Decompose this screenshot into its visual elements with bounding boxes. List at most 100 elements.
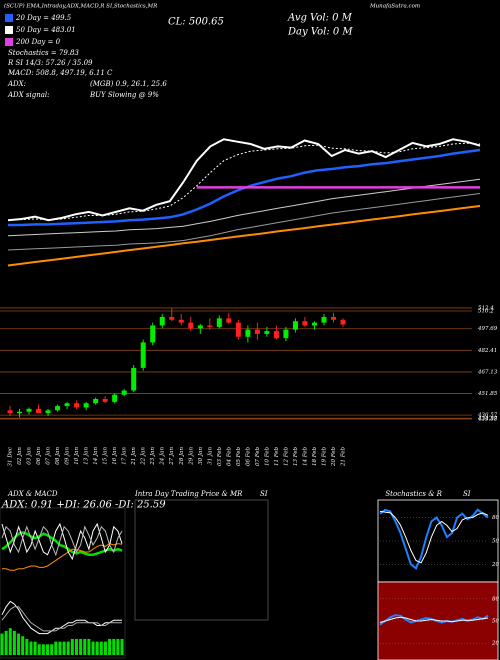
panel-title: SI (463, 490, 471, 498)
y-tick-label: 80 (492, 515, 499, 521)
hist-bar (0, 633, 4, 655)
candle-body (188, 322, 194, 329)
hist-bar (4, 630, 8, 655)
x-tick-label: 06 Jan (36, 447, 42, 465)
x-tick-label: 11 Feb (274, 447, 280, 467)
hist-bar (74, 638, 78, 655)
candle-body (197, 325, 203, 329)
hist-bar (95, 641, 99, 655)
info: R SI 14/3: 57.26 / 35.09 (7, 59, 93, 67)
hist-bar (120, 638, 124, 655)
series-line (7, 205, 481, 267)
x-tick-label: 14 Jan (93, 447, 99, 465)
hist-bar (79, 638, 83, 655)
info: (MGB) 0.9, 26.1, 25.6 (90, 80, 167, 88)
site: MunafaSutra.com (369, 4, 420, 10)
x-tick-label: 14 Feb (302, 447, 308, 467)
x-tick-label: 24 Jan (160, 447, 166, 466)
y-tick-label: 80 (492, 596, 499, 602)
x-tick-label: 07 Feb (255, 447, 261, 467)
candle-body (226, 318, 232, 323)
x-tick-label: 12 Feb (283, 447, 289, 467)
y-tick-label: 434.37 (477, 416, 498, 422)
hist-bar (91, 641, 95, 655)
hist-bar (50, 644, 54, 655)
x-tick-label: 07 Jan (46, 447, 52, 465)
candle-body (102, 398, 108, 402)
hist-bar (103, 641, 107, 655)
candle-body (7, 410, 13, 414)
candle-body (55, 406, 61, 411)
candle-body (207, 325, 213, 327)
candle-body (216, 318, 222, 327)
legend-swatch (5, 26, 13, 34)
panel-title: Intra Day Trading Price & MR (134, 490, 243, 498)
x-tick-label: 22 Jan (141, 447, 147, 466)
candle-body (169, 316, 175, 320)
y-tick-label: 50 (492, 619, 499, 625)
series-line (7, 193, 481, 251)
candle-body (283, 329, 289, 339)
series-line (2, 543, 123, 571)
top-line: (SCUP) EMA,Intraday,ADX,MACD,R SI,Stocha… (4, 3, 157, 10)
x-tick-label: 31 Dec (8, 447, 14, 467)
hist-bar (54, 641, 58, 655)
y-tick-label: 50 (492, 539, 499, 545)
candle-body (273, 331, 279, 339)
series-line (1, 522, 123, 561)
hist-bar (70, 638, 74, 655)
close-price: CL: 500.65 (168, 17, 224, 28)
x-tick-label: 28 Jan (179, 447, 185, 466)
series-line (1, 606, 122, 632)
series-line (1, 600, 122, 635)
hist-bar (87, 638, 91, 655)
candle-body (178, 319, 184, 323)
x-tick-label: 02 Jan (17, 447, 23, 465)
candle-body (83, 403, 89, 408)
day-vol: Day Vol: 0 M (287, 27, 353, 38)
x-tick-label: 13 Jan (84, 447, 90, 465)
x-tick-label: 30 Jan (198, 447, 204, 465)
series-line (1, 531, 123, 557)
intraday-box (134, 499, 269, 621)
candle-body (235, 322, 241, 337)
candle-body (264, 331, 270, 334)
info: MACD: 508.8, 497.19, 6.11 C (7, 69, 113, 77)
y-tick-label: 436.57 (477, 413, 498, 419)
hist-bar (58, 641, 62, 655)
hist-bar (99, 641, 103, 655)
series-line (7, 178, 481, 237)
candle-body (330, 316, 336, 320)
y-tick-label: 510.2 (478, 309, 494, 315)
x-tick-label: 27 Jan (169, 447, 175, 466)
x-tick-label: 18 Feb (312, 447, 318, 467)
y-tick-label: 20 (491, 562, 499, 568)
x-tick-label: 05 Feb (236, 447, 242, 467)
x-tick-label: 19 Feb (321, 447, 327, 467)
hist-bar (29, 641, 33, 655)
panel-title: SI (260, 490, 268, 498)
y-tick-label: 512.4 (478, 305, 494, 311)
candle-body (121, 390, 127, 395)
x-tick-label: 31 Jan (207, 447, 213, 465)
info: BUY Slowing @ 9% (89, 91, 159, 99)
x-tick-label: 17 Jan (122, 447, 128, 465)
hist-bar (8, 628, 12, 655)
hist-bar (25, 638, 29, 655)
panel-frame (0, 507, 126, 659)
x-tick-label: 06 Feb (245, 447, 251, 467)
hist-bar (83, 638, 87, 655)
hist-bar (33, 641, 37, 655)
y-tick-label: 451.85 (477, 391, 498, 397)
candle-body (26, 408, 32, 412)
hist-bar (62, 641, 66, 655)
hist-bar (41, 644, 45, 655)
x-tick-label: 04 Feb (226, 447, 232, 467)
candle-body (140, 342, 146, 368)
x-tick-label: 21 Feb (341, 447, 347, 468)
hist-bar (108, 638, 112, 655)
x-tick-label: 09 Jan (65, 447, 71, 465)
legend-label: 200 Day = 0 (15, 38, 61, 46)
